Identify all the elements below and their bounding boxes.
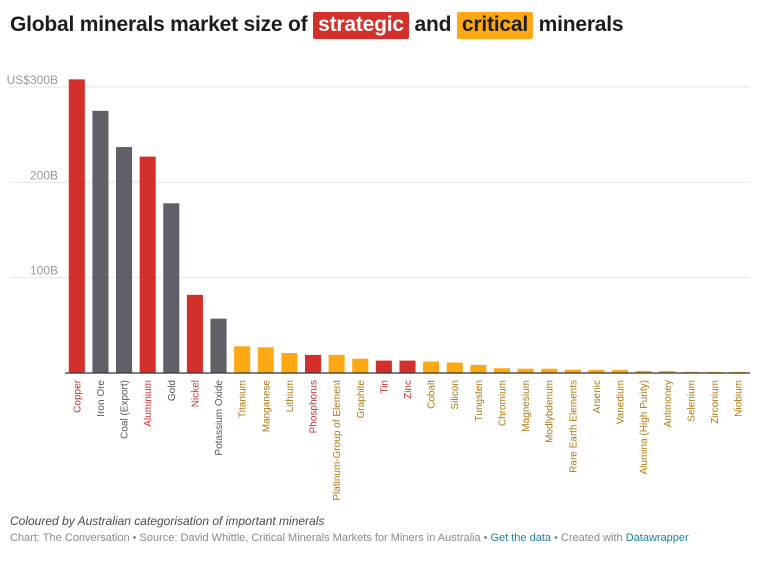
x-tick-label: Gold (167, 380, 178, 401)
x-tick-label: Manganese (261, 380, 272, 433)
x-tick-label: Vanedium (616, 380, 627, 424)
x-tick-label: Phosphorus (309, 380, 320, 433)
bar-magnesium (517, 368, 534, 373)
x-tick-label: Rare Earth Elements (568, 380, 579, 473)
bar-rare-earth-elements (564, 369, 581, 373)
bar-iron-ore (92, 110, 109, 373)
x-tick-label: Nickel (190, 380, 201, 407)
get-the-data-link[interactable]: Get the data (490, 532, 552, 544)
x-tick-label: Modlybdenum (545, 380, 556, 443)
bar-aluminium (139, 156, 156, 373)
x-axis-labels: Copper Iron Ore Coal (Export) Aluminium Gold… (72, 379, 744, 500)
bar-nickel (186, 294, 203, 373)
bar-modlybdenum (541, 368, 558, 373)
chart-credit: Chart: The Conversation (10, 532, 130, 544)
bar-tin (375, 360, 392, 373)
bar-lithium (281, 352, 298, 373)
x-tick-label: Magnesium (521, 380, 532, 432)
x-tick-label: Silicon (450, 380, 461, 409)
gridlines (10, 86, 750, 279)
title-prefix: Global minerals market size of (10, 13, 308, 36)
bar-alumina-high-purity (635, 370, 652, 373)
footer-separator: • (554, 532, 558, 544)
x-tick-label: Potassium Oxide (214, 380, 225, 456)
x-tick-label: Coal (Export) (120, 380, 131, 439)
x-tick-label: Tin (379, 380, 390, 394)
x-tick-label: Antimoney (663, 380, 674, 427)
bar-zinc (399, 360, 416, 373)
x-tick-label: Iron Ore (96, 380, 107, 417)
x-tick-label: Tungsten (474, 380, 485, 421)
bar-platinum-group-of-element (328, 354, 345, 373)
bar-chromium (493, 368, 511, 373)
x-tick-label: Aluminium (143, 380, 154, 427)
bar-manganese (257, 347, 274, 373)
bar-tungsten (470, 364, 487, 373)
x-tick-label: Zinc (403, 380, 414, 399)
x-tick-label: Platinum-Group of Element (332, 380, 343, 501)
x-tick-label: Niobium (734, 380, 745, 417)
x-tick-label: Graphite (356, 380, 367, 419)
bar-chart: 100B 200B US$300B Copper Iron Ore Coal (Expo… (7, 73, 750, 501)
title-mid: and (414, 13, 452, 36)
created-with-text: Created with (560, 532, 623, 544)
footer-separator: • (132, 532, 137, 544)
x-tick-label: Cobalt (427, 380, 438, 409)
y-tick-label: 100B (30, 264, 58, 278)
bar-copper (68, 79, 85, 373)
x-tick-label: Copper (72, 379, 83, 412)
bar-gold (163, 203, 180, 373)
bar-silicon (446, 362, 463, 373)
title-critical-highlight: critical (456, 12, 533, 39)
bar-antimoney (659, 371, 676, 373)
bar-graphite (352, 358, 369, 373)
y-axis-labels: 100B 200B US$300B (7, 73, 58, 278)
chart-source: Source: David Whittle, Critical Minerals… (139, 532, 481, 544)
x-tick-label: Chromium (497, 380, 508, 426)
bar-arsenic (588, 369, 605, 373)
bar-titanium (234, 346, 251, 373)
footer-separator: • (483, 532, 488, 544)
x-tick-label: Titanium (238, 380, 249, 418)
y-tick-label: US$300B (7, 73, 58, 87)
bar-potassium-oxide (210, 318, 227, 373)
chart-footer: Chart: The Conversation • Source: David Wh… (10, 532, 689, 544)
x-tick-label: Zirconium (710, 380, 721, 424)
bar-phosphorus (304, 354, 322, 373)
bars (68, 79, 747, 374)
x-tick-label: Alumina (High Purity) (639, 380, 650, 474)
x-tick-label: Lithium (285, 380, 296, 412)
chart-notes: Coloured by Australian categorisation of… (10, 514, 325, 528)
x-tick-label: Arsenic (592, 380, 603, 413)
bar-cobalt (423, 361, 440, 373)
title-strategic-highlight: strategic (313, 12, 409, 39)
title-suffix: minerals (538, 13, 624, 36)
bar-coal-export (116, 147, 133, 373)
bar-vanedium (612, 369, 629, 373)
y-tick-label: 200B (30, 168, 58, 182)
chart-title: Global minerals market size of strategic… (10, 12, 624, 39)
x-tick-label: Selenium (686, 380, 697, 422)
datawrapper-link[interactable]: Datawrapper (625, 532, 689, 544)
